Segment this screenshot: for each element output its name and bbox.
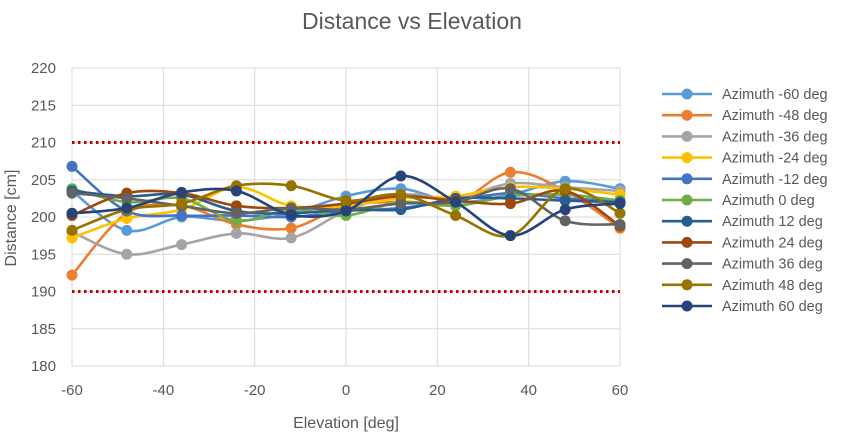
legend-label: Azimuth 36 deg xyxy=(722,257,823,273)
data-point xyxy=(121,224,133,236)
legend-swatch-marker xyxy=(681,279,693,291)
legend-item: Azimuth 36 deg xyxy=(662,257,823,273)
legend-item: Azimuth -60 deg xyxy=(662,87,828,103)
y-tick-labels: 180 185 190 195 200 205 210 215 220 xyxy=(31,60,56,375)
legend-item: Azimuth -12 deg xyxy=(662,172,828,188)
y-tick-label: 210 xyxy=(31,135,56,152)
data-point xyxy=(559,195,571,207)
legend-swatch-marker xyxy=(681,152,693,164)
data-point xyxy=(230,185,242,197)
data-point xyxy=(504,183,516,195)
data-point xyxy=(504,198,516,210)
data-point xyxy=(121,248,133,260)
data-point xyxy=(395,198,407,210)
legend-item: Azimuth -36 deg xyxy=(662,129,828,145)
legend-label: Azimuth 24 deg xyxy=(722,235,823,251)
data-point xyxy=(66,187,78,199)
y-tick-label: 200 xyxy=(31,209,56,226)
y-tick-label: 220 xyxy=(31,60,56,77)
data-point xyxy=(504,230,516,242)
data-point xyxy=(614,218,626,230)
legend-swatch-marker xyxy=(681,88,693,100)
data-point xyxy=(176,198,188,210)
data-point xyxy=(614,198,626,210)
data-point xyxy=(395,189,407,201)
data-point xyxy=(176,239,188,251)
data-point xyxy=(285,209,297,221)
legend-item: Azimuth -48 deg xyxy=(662,108,828,124)
legend-label: Azimuth 12 deg xyxy=(722,214,823,230)
data-point xyxy=(285,232,297,244)
x-tick-label: 60 xyxy=(612,382,629,399)
series-11 xyxy=(66,170,626,242)
legend-label: Azimuth -48 deg xyxy=(722,108,828,124)
data-point xyxy=(230,227,242,239)
legend-swatch-marker xyxy=(681,236,693,248)
legend-swatch-marker xyxy=(681,194,693,206)
y-tick-label: 180 xyxy=(31,358,56,375)
data-point xyxy=(504,166,516,178)
y-tick-label: 205 xyxy=(31,172,56,189)
legend-item: Azimuth 0 deg xyxy=(662,193,815,209)
y-tick-label: 215 xyxy=(31,97,56,114)
legend-swatch-marker xyxy=(681,173,693,185)
legend-swatch-marker xyxy=(681,109,693,121)
x-tick-label: -20 xyxy=(244,382,266,399)
y-tick-label: 185 xyxy=(31,321,56,338)
data-point xyxy=(559,183,571,195)
legend-label: Azimuth 60 deg xyxy=(722,299,823,315)
legend-label: Azimuth 48 deg xyxy=(722,278,823,294)
data-point xyxy=(285,180,297,192)
legend-item: Azimuth 60 deg xyxy=(662,299,823,315)
legend-label: Azimuth -12 deg xyxy=(722,172,828,188)
legend-item: Azimuth 48 deg xyxy=(662,278,823,294)
data-point xyxy=(176,186,188,198)
data-point xyxy=(230,207,242,219)
data-point xyxy=(66,207,78,219)
legend-swatch-marker xyxy=(681,215,693,227)
legend-swatch-marker xyxy=(681,300,693,312)
x-tick-label: 20 xyxy=(429,382,446,399)
data-point xyxy=(559,204,571,216)
legend-label: Azimuth -60 deg xyxy=(722,87,828,103)
legend-label: Azimuth -36 deg xyxy=(722,129,828,145)
legend-item: Azimuth -24 deg xyxy=(662,151,828,167)
data-point xyxy=(340,195,352,207)
data-point xyxy=(559,215,571,227)
data-point xyxy=(450,210,462,222)
data-point xyxy=(614,207,626,219)
legend-label: Azimuth -24 deg xyxy=(722,151,828,167)
data-point xyxy=(450,196,462,208)
data-point xyxy=(66,224,78,236)
x-axis-label: Elevation [deg] xyxy=(293,415,399,432)
x-tick-label: -60 xyxy=(61,382,83,399)
data-point xyxy=(66,160,78,172)
data-point xyxy=(121,202,133,214)
y-axis-label: Distance [cm] xyxy=(3,170,20,267)
x-tick-label: 0 xyxy=(342,382,350,399)
data-point xyxy=(285,222,297,234)
data-point xyxy=(395,170,407,182)
data-point xyxy=(121,192,133,204)
data-point xyxy=(340,205,352,217)
legend-item: Azimuth 12 deg xyxy=(662,214,823,230)
chart-title: Distance vs Elevation xyxy=(302,8,522,34)
series-line xyxy=(70,174,622,237)
data-point xyxy=(176,210,188,222)
x-tick-label: -40 xyxy=(152,382,174,399)
legend-item: Azimuth 24 deg xyxy=(662,235,823,251)
x-tick-label: 40 xyxy=(520,382,537,399)
legend: Azimuth -60 deg Azimuth -48 deg Azimuth -3… xyxy=(662,87,828,315)
series-group xyxy=(66,160,626,281)
data-point xyxy=(66,269,78,281)
legend-swatch-marker xyxy=(681,130,693,142)
y-tick-label: 190 xyxy=(31,284,56,301)
legend-label: Azimuth 0 deg xyxy=(722,193,815,209)
legend-swatch-marker xyxy=(681,258,693,270)
x-tick-labels: -60 -40 -20 0 20 40 60 xyxy=(61,382,628,399)
y-tick-label: 195 xyxy=(31,246,56,263)
reference-lines xyxy=(72,141,620,293)
